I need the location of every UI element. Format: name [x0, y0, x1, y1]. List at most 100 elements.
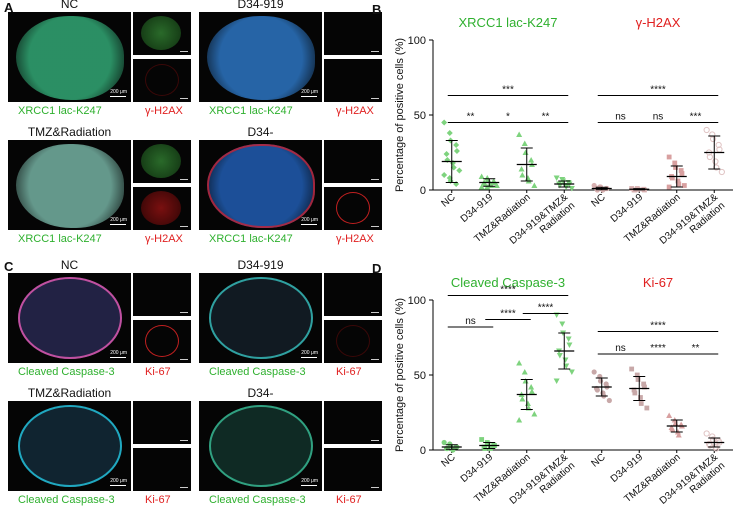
data-point	[666, 154, 672, 160]
data-point	[632, 390, 638, 396]
group-label: γ-H2AX	[636, 15, 681, 30]
micrograph-red-channel	[324, 187, 382, 230]
micrograph-green-channel	[324, 273, 382, 316]
micrograph-title: D34-919	[237, 258, 284, 272]
x-tick-label: NC	[590, 452, 608, 470]
data-point	[672, 160, 678, 166]
significance-label: ns	[615, 343, 626, 354]
data-point	[635, 377, 641, 382]
data-point	[594, 387, 600, 393]
group-label: Ki-67	[643, 275, 673, 290]
data-point	[669, 426, 676, 432]
data-point	[516, 417, 523, 423]
data-point	[441, 119, 448, 126]
data-point	[518, 166, 525, 172]
data-point	[522, 378, 529, 384]
micrograph-merged: 200 μm	[199, 140, 322, 230]
y-tick-label: 50	[414, 370, 426, 382]
significance-label: ***	[502, 85, 514, 96]
micrograph-merged: 200 μm	[8, 401, 131, 491]
micrograph-green-channel	[324, 401, 382, 444]
x-tick-label: D34-919	[459, 452, 496, 485]
data-point	[531, 411, 538, 417]
micrograph-green-channel	[133, 140, 191, 183]
data-point	[528, 388, 535, 394]
data-point	[597, 378, 604, 384]
data-point	[644, 405, 650, 411]
significance-label: **	[467, 112, 475, 123]
micrograph-merged: 200 μm	[8, 12, 131, 102]
stain-label-red: γ-H2AX	[145, 105, 183, 117]
micrograph-merged: 200 μm	[8, 273, 131, 363]
data-point	[718, 168, 725, 176]
data-point	[553, 378, 560, 384]
data-point	[679, 171, 685, 176]
x-tick-label: D34-919	[459, 192, 496, 225]
significance-label: ns	[653, 112, 664, 123]
micrograph-green-channel	[133, 12, 191, 55]
micrograph-merged: 200 μm	[199, 12, 322, 102]
data-point	[712, 158, 719, 165]
data-point	[553, 175, 560, 181]
data-point	[453, 142, 460, 148]
data-point	[666, 184, 672, 190]
y-tick-label: 50	[414, 110, 426, 122]
micrograph-green-channel	[324, 12, 382, 55]
micrograph-red-channel	[324, 448, 382, 491]
data-point	[524, 400, 531, 406]
data-point	[629, 366, 635, 372]
data-point	[446, 130, 453, 136]
data-point	[531, 182, 538, 188]
micrograph-title: D34-919	[237, 0, 284, 11]
x-tick-label: NC	[590, 192, 608, 210]
data-point	[479, 437, 485, 442]
data-point	[681, 183, 687, 188]
data-point	[443, 151, 450, 157]
data-point	[678, 168, 684, 173]
data-point	[478, 184, 485, 190]
data-point	[456, 167, 463, 174]
micrograph-red-channel	[324, 59, 382, 102]
data-point	[453, 181, 460, 187]
data-point	[675, 432, 682, 438]
data-point	[675, 178, 681, 184]
data-point	[521, 140, 528, 146]
data-point	[709, 131, 716, 138]
significance-label: **	[692, 343, 700, 354]
y-axis-label: Percentage of positive cells (%)	[394, 38, 406, 192]
significance-label: *	[506, 112, 510, 123]
micrograph-red-channel	[133, 448, 191, 491]
panel-label-b: B	[372, 2, 382, 17]
data-point	[703, 430, 710, 437]
significance-label: ****	[538, 303, 554, 314]
data-point	[493, 182, 500, 188]
stain-label-red: Ki-67	[336, 494, 362, 506]
data-point	[528, 157, 535, 163]
stain-label-green: Cleaved Caspase-3	[18, 494, 115, 506]
stain-label-red: Ki-67	[336, 366, 362, 378]
data-point	[669, 175, 675, 181]
micrograph-green-channel	[324, 140, 382, 183]
panel-label-a: A	[4, 0, 14, 15]
significance-label: ****	[650, 343, 666, 354]
data-point	[641, 381, 647, 387]
significance-label: ***	[690, 112, 702, 123]
panel-label-c: C	[4, 259, 14, 274]
data-point	[642, 384, 647, 390]
data-point	[673, 165, 678, 170]
significance-label: **	[542, 112, 550, 123]
data-point	[478, 173, 485, 179]
significance-label: ****	[500, 309, 516, 320]
y-tick-label: 0	[420, 185, 426, 197]
data-point	[591, 369, 597, 375]
data-point	[568, 186, 575, 192]
data-point	[519, 172, 526, 178]
significance-label: ****	[500, 285, 516, 296]
stain-label-green: Cleaved Caspase-3	[18, 366, 115, 378]
data-point	[666, 412, 673, 418]
significance-label: ns	[465, 316, 476, 327]
data-point	[556, 353, 563, 359]
x-tick-label: D34-919	[609, 452, 646, 485]
micrograph-merged: 200 μm	[8, 140, 131, 230]
micrograph-title: NC	[60, 258, 79, 272]
